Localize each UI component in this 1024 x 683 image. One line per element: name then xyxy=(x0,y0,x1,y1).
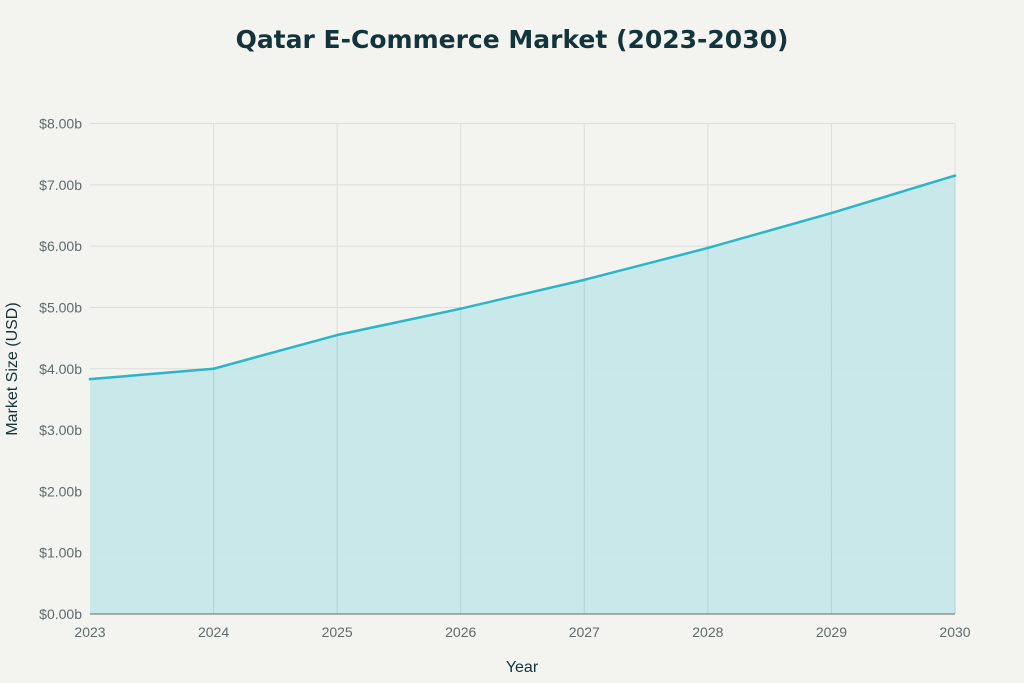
x-tick-label: 2028 xyxy=(692,624,723,640)
data-point xyxy=(830,211,833,215)
data-point xyxy=(953,174,957,177)
data-point xyxy=(212,367,215,371)
y-axis: $0.00b $1.00b $2.00b $3.00b $4.00b $5.00b $6.0… xyxy=(39,116,82,623)
area-layer xyxy=(88,174,957,615)
data-point xyxy=(335,333,339,337)
y-tick-label: $8.00b xyxy=(39,116,82,132)
y-tick-label: $0.00b xyxy=(39,606,82,622)
chart-title: Qatar E-Commerce Market (2023-2030) xyxy=(236,25,789,54)
x-axis: 2023 2024 2025 2026 2027 2028 2029 2030 xyxy=(74,624,970,640)
data-point xyxy=(88,377,92,381)
y-tick-label: $5.00b xyxy=(39,299,82,315)
data-point xyxy=(582,278,586,282)
y-tick-label: $7.00b xyxy=(39,177,82,193)
series-line xyxy=(89,174,956,381)
y-tick-label: $6.00b xyxy=(39,238,82,254)
x-tick-label: 2026 xyxy=(445,624,476,640)
area-fill xyxy=(90,175,955,614)
x-tick-label: 2029 xyxy=(816,624,847,640)
y-tick-label: $3.00b xyxy=(39,422,82,438)
x-tick-label: 2027 xyxy=(569,624,600,640)
x-tick-label: 2025 xyxy=(322,624,353,640)
x-tick-label: 2030 xyxy=(939,624,970,640)
y-tick-label: $1.00b xyxy=(39,545,82,561)
x-tick-label: 2023 xyxy=(74,624,105,640)
y-tick-label: $2.00b xyxy=(39,483,82,499)
y-axis-label: Market Size (USD) xyxy=(4,302,21,435)
data-point xyxy=(706,246,710,250)
data-point xyxy=(459,307,463,310)
x-axis-label: Year xyxy=(506,659,539,676)
y-tick-label: $4.00b xyxy=(39,361,82,377)
x-tick-label: 2024 xyxy=(198,624,229,640)
